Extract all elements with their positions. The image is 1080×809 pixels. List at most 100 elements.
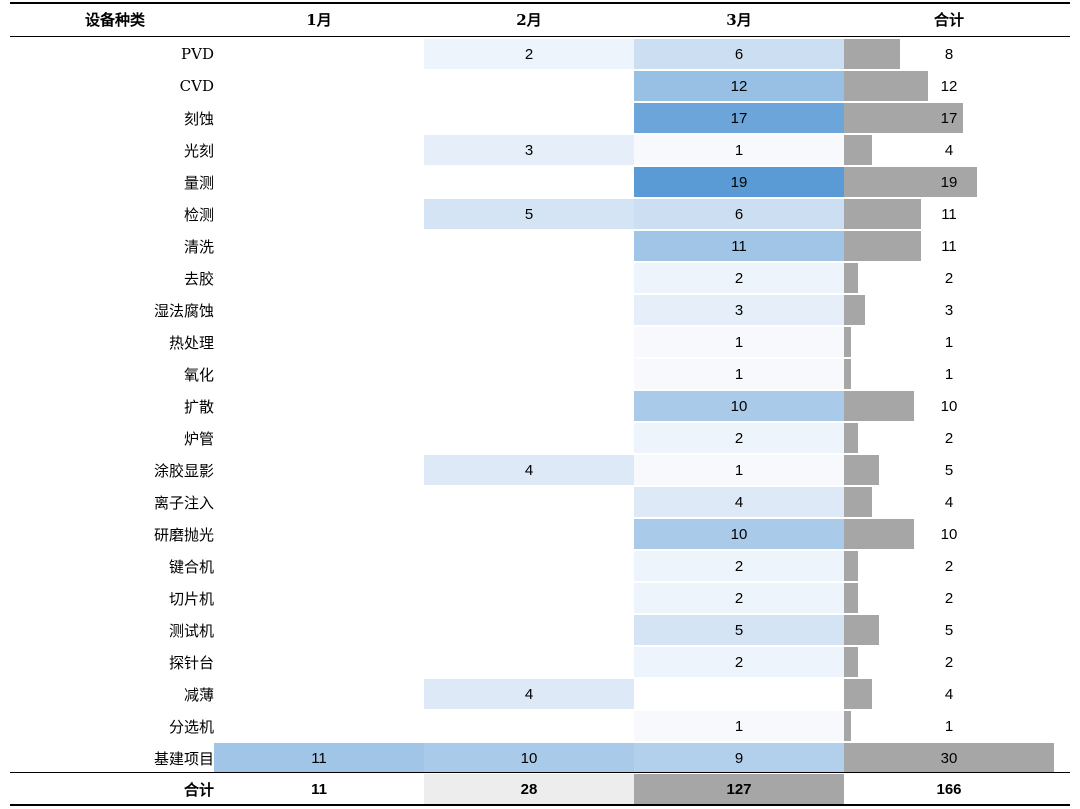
total-value: 4 (944, 493, 954, 511)
cell-mar (634, 679, 844, 709)
row-label: PVD (181, 45, 214, 63)
total-bar (844, 263, 858, 293)
cell-total: 5 (844, 615, 1054, 645)
total-value: 2 (944, 589, 954, 607)
table-row: 分选机 1 1 (10, 711, 1070, 741)
total-value: 5 (944, 461, 954, 479)
total-bar (844, 423, 858, 453)
cell-mar: 12 (634, 71, 844, 101)
top-rule (10, 2, 1070, 4)
cell-feb (424, 167, 634, 197)
cell-total: 1 (844, 359, 1054, 389)
cell-mar: 6 (634, 199, 844, 229)
table-row: 氧化 1 1 (10, 359, 1070, 389)
table-row: 减薄 4 4 (10, 679, 1070, 709)
row-label: 基建项目 (153, 749, 214, 768)
cell-total: 2 (844, 423, 1054, 453)
row-label: 测试机 (168, 621, 214, 640)
total-bar (844, 71, 928, 101)
cell-jan (214, 71, 424, 101)
cell-jan (214, 135, 424, 165)
total-value: 3 (944, 301, 954, 319)
row-label: 离子注入 (153, 493, 214, 512)
cell-jan (214, 359, 424, 389)
total-value: 19 (940, 173, 958, 191)
cell-mar: 2 (634, 423, 844, 453)
total-bar (844, 743, 1054, 773)
row-label: 扩散 (183, 397, 214, 416)
cell-mar: 2 (634, 551, 844, 581)
total-value: 4 (944, 141, 954, 159)
sum-total-value: 166 (936, 780, 962, 798)
cell-mar: 1 (634, 711, 844, 741)
cell-mar: 19 (634, 167, 844, 197)
row-label: 检测 (183, 205, 214, 224)
table-row: 键合机 2 2 (10, 551, 1070, 581)
table-row: 湿法腐蚀 3 3 (10, 295, 1070, 325)
cell-mar: 6 (634, 39, 844, 69)
row-label: 分选机 (168, 717, 214, 736)
total-bar (844, 711, 851, 741)
total-value: 17 (940, 109, 958, 127)
cell-mar: 17 (634, 103, 844, 133)
row-label: 湿法腐蚀 (153, 301, 214, 320)
device-table: 设备种类 1月 2月 3月 合计 PVD 2 6 8 CVD 12 12 刻蚀 17 17 光刻 3 1… (10, 0, 1070, 809)
cell-jan (214, 295, 424, 325)
table-row: 去胶 2 2 (10, 263, 1070, 293)
total-bar (844, 231, 921, 261)
cell-feb (424, 103, 634, 133)
total-value: 1 (944, 333, 954, 351)
bottom-rule (10, 804, 1070, 806)
cell-jan (214, 391, 424, 421)
cell-jan (214, 231, 424, 261)
cell-jan (214, 423, 424, 453)
row-label: 切片机 (168, 589, 214, 608)
total-value: 2 (944, 269, 954, 287)
sum-row: 合计 11 28 127 166 (10, 774, 1070, 804)
cell-total: 11 (844, 231, 1054, 261)
total-value: 11 (941, 205, 957, 223)
total-bar (844, 327, 851, 357)
cell-total: 4 (844, 679, 1054, 709)
cell-total: 5 (844, 455, 1054, 485)
cell-mar: 9 (634, 743, 844, 773)
table-row: 光刻 3 1 4 (10, 135, 1070, 165)
total-value: 10 (940, 525, 958, 543)
total-value: 10 (940, 397, 958, 415)
total-value: 8 (944, 45, 954, 63)
sum-label: 合计 (183, 780, 214, 799)
cell-total: 19 (844, 167, 1054, 197)
cell-mar: 1 (634, 455, 844, 485)
table-row: 切片机 2 2 (10, 583, 1070, 613)
header-jan: 1月 (306, 10, 332, 29)
cell-feb (424, 71, 634, 101)
cell-jan (214, 711, 424, 741)
cell-total: 2 (844, 583, 1054, 613)
total-value: 12 (940, 77, 958, 95)
cell-total: 10 (844, 519, 1054, 549)
total-value: 11 (941, 237, 957, 255)
cell-feb: 2 (424, 39, 634, 69)
table-row: 测试机 5 5 (10, 615, 1070, 645)
table-row: CVD 12 12 (10, 71, 1070, 101)
cell-jan (214, 103, 424, 133)
total-bar (844, 391, 914, 421)
table-row: 炉管 2 2 (10, 423, 1070, 453)
cell-total: 12 (844, 71, 1054, 101)
cell-jan (214, 487, 424, 517)
table-row: 扩散 10 10 (10, 391, 1070, 421)
cell-feb (424, 327, 634, 357)
cell-feb: 3 (424, 135, 634, 165)
cell-mar: 2 (634, 583, 844, 613)
table-row: 检测 5 6 11 (10, 199, 1070, 229)
total-value: 2 (944, 557, 954, 575)
total-bar (844, 615, 879, 645)
total-bar (844, 647, 858, 677)
cell-total: 4 (844, 487, 1054, 517)
header-category: 设备种类 (84, 10, 145, 29)
sum-cell-total: 166 (844, 774, 1054, 804)
cell-total: 10 (844, 391, 1054, 421)
cell-total: 8 (844, 39, 1054, 69)
cell-mar: 3 (634, 295, 844, 325)
cell-mar: 2 (634, 647, 844, 677)
